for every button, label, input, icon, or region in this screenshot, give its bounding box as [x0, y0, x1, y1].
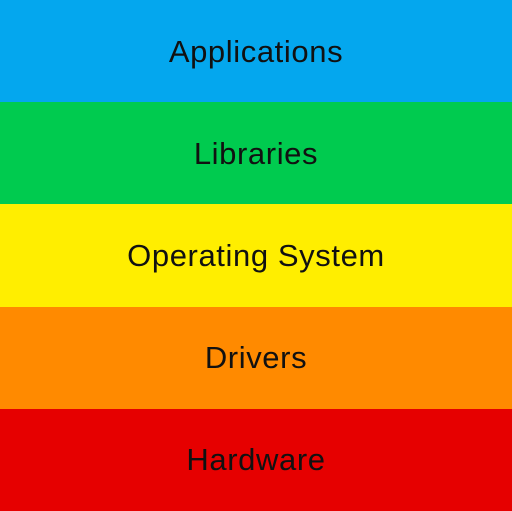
layer-label-libraries: Libraries [193, 135, 319, 171]
layer-drivers: Drivers [0, 306, 512, 409]
layer-label-operating-system: Operating System [127, 238, 385, 273]
layer-libraries: Libraries [0, 102, 512, 205]
layer-applications: Applications [0, 0, 512, 103]
layer-label-drivers: Drivers [204, 340, 308, 376]
layer-label-hardware: Hardware [186, 442, 326, 478]
layer-label-applications: Applications [168, 33, 344, 69]
layer-operating-system: Operating System [0, 204, 512, 307]
layer-hardware: Hardware [0, 408, 512, 511]
